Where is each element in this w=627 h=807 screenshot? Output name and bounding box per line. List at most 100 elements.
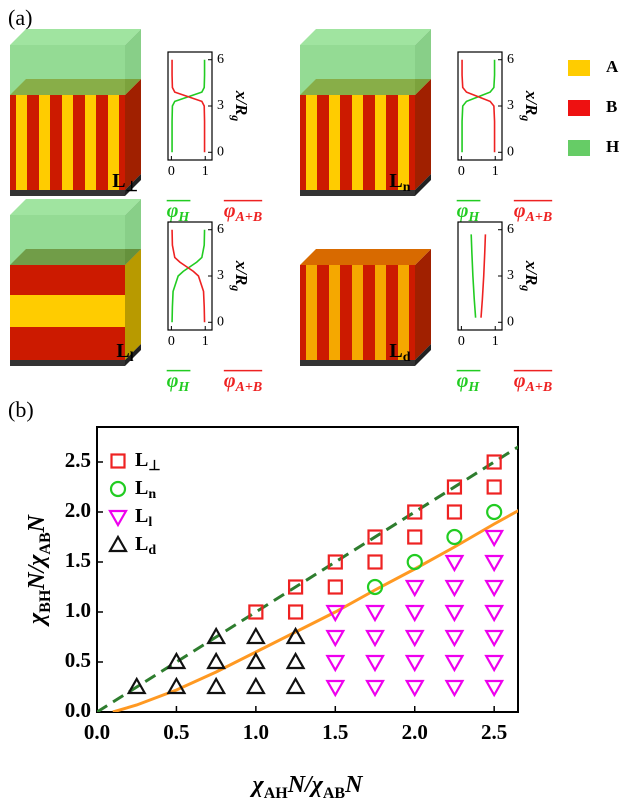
legend-label: φA+B <box>224 370 262 396</box>
legend-label: φA+B <box>224 200 262 226</box>
marker <box>407 606 423 620</box>
x-tick-label: 1.5 <box>322 720 348 744</box>
boundary-line <box>97 437 534 712</box>
stripe <box>10 295 125 327</box>
y-axis-label: x/Rg <box>229 90 251 122</box>
label-sub: A+B <box>235 210 263 225</box>
legend-swatch <box>568 60 590 76</box>
y-tick-label: 1.0 <box>65 598 91 622</box>
label-sub: g <box>519 114 533 121</box>
cube-base <box>10 190 125 196</box>
label-sub: n <box>403 180 411 195</box>
cube-side <box>125 79 141 190</box>
label-main: φ <box>167 370 179 392</box>
y-tick-label: 0.5 <box>65 648 91 672</box>
label-sub: ⊥ <box>126 180 138 195</box>
solvent-top <box>300 29 431 45</box>
label-main: L <box>389 170 402 192</box>
label-main: N/χ <box>24 554 50 591</box>
y-tick-label: 0.0 <box>65 698 91 722</box>
profile-line <box>172 230 204 323</box>
legend-marker <box>111 482 125 496</box>
label-main: φ <box>224 200 236 222</box>
label-sub: BH <box>37 589 54 613</box>
label-sub: A+B <box>525 380 553 395</box>
cube-side <box>415 79 431 190</box>
y-tick-label: 3 <box>507 98 514 113</box>
stripe <box>16 95 27 190</box>
cube <box>300 29 431 196</box>
cube-side <box>415 249 431 360</box>
marker <box>407 581 423 595</box>
marker <box>446 581 462 595</box>
label-sub: g <box>229 114 243 121</box>
marker <box>447 530 461 544</box>
y-tick-label: 3 <box>507 268 514 283</box>
plot-frame <box>168 52 212 160</box>
label-sub: H <box>467 380 480 395</box>
legend-marker <box>110 537 126 551</box>
label-sub: AB <box>37 532 54 555</box>
x-tick-label: 1 <box>492 164 499 179</box>
y-tick-label: 6 <box>507 222 514 237</box>
label-sub: d <box>148 543 156 558</box>
marker <box>288 654 304 668</box>
legend-label: H <box>606 137 619 156</box>
y-tick-label: 0 <box>507 145 514 160</box>
profile-line <box>481 234 485 317</box>
label-main: φ <box>224 370 236 392</box>
plot-frame <box>458 52 502 160</box>
x-tick-label: 1 <box>202 334 209 349</box>
marker <box>248 629 264 643</box>
y-tick-label: 3 <box>217 268 224 283</box>
label-main: N <box>344 772 364 798</box>
y-tick-label: 0 <box>217 145 224 160</box>
marker <box>486 581 502 595</box>
label-main: φ <box>167 200 179 222</box>
x-tick-label: 0 <box>168 334 175 349</box>
marker <box>367 606 383 620</box>
label-main: L <box>135 505 148 527</box>
legend-label: B <box>606 97 617 116</box>
label-sub: H <box>177 210 190 225</box>
marker <box>407 681 423 695</box>
stripe <box>352 265 363 360</box>
y-axis-label: x/Rg <box>519 90 541 122</box>
x-tick-label: 1.0 <box>243 720 269 744</box>
label-sub: H <box>177 380 190 395</box>
label-main: L <box>389 340 402 362</box>
label-main: L <box>135 449 148 471</box>
label-main: x/R <box>232 260 251 286</box>
panel-label: (a) <box>8 5 32 30</box>
label-main: L <box>112 170 125 192</box>
marker <box>408 555 422 569</box>
legend-label: φH <box>167 370 191 396</box>
profile-line <box>172 60 204 153</box>
stripe <box>85 95 96 190</box>
marker <box>446 606 462 620</box>
figure: (a) (b) ABH01036x/RgφHφA+BL⊥01036x/RgφHφ… <box>0 0 627 807</box>
marker <box>369 556 382 569</box>
y-tick-label: 2.5 <box>65 448 91 472</box>
legend-label: L⊥ <box>135 449 161 475</box>
marker <box>486 656 502 670</box>
stripe <box>375 95 386 190</box>
x-tick-label: 0 <box>168 164 175 179</box>
profile-line <box>172 230 204 323</box>
legend-label: φA+B <box>514 200 552 226</box>
label-sub: g <box>229 284 243 291</box>
label-sub: A+B <box>235 380 263 395</box>
label-sub: n <box>148 487 156 502</box>
x-tick-label: 2.5 <box>481 720 507 744</box>
marker <box>408 531 421 544</box>
label-sub: d <box>403 350 411 365</box>
legend-label: φH <box>457 200 481 226</box>
marker <box>367 631 383 645</box>
marker <box>327 681 343 695</box>
marker <box>486 606 502 620</box>
label-sub: AB <box>323 785 346 802</box>
plot-frame <box>168 222 212 330</box>
stripe <box>62 95 73 190</box>
cube-base <box>10 360 125 366</box>
legend-marker <box>110 511 126 525</box>
